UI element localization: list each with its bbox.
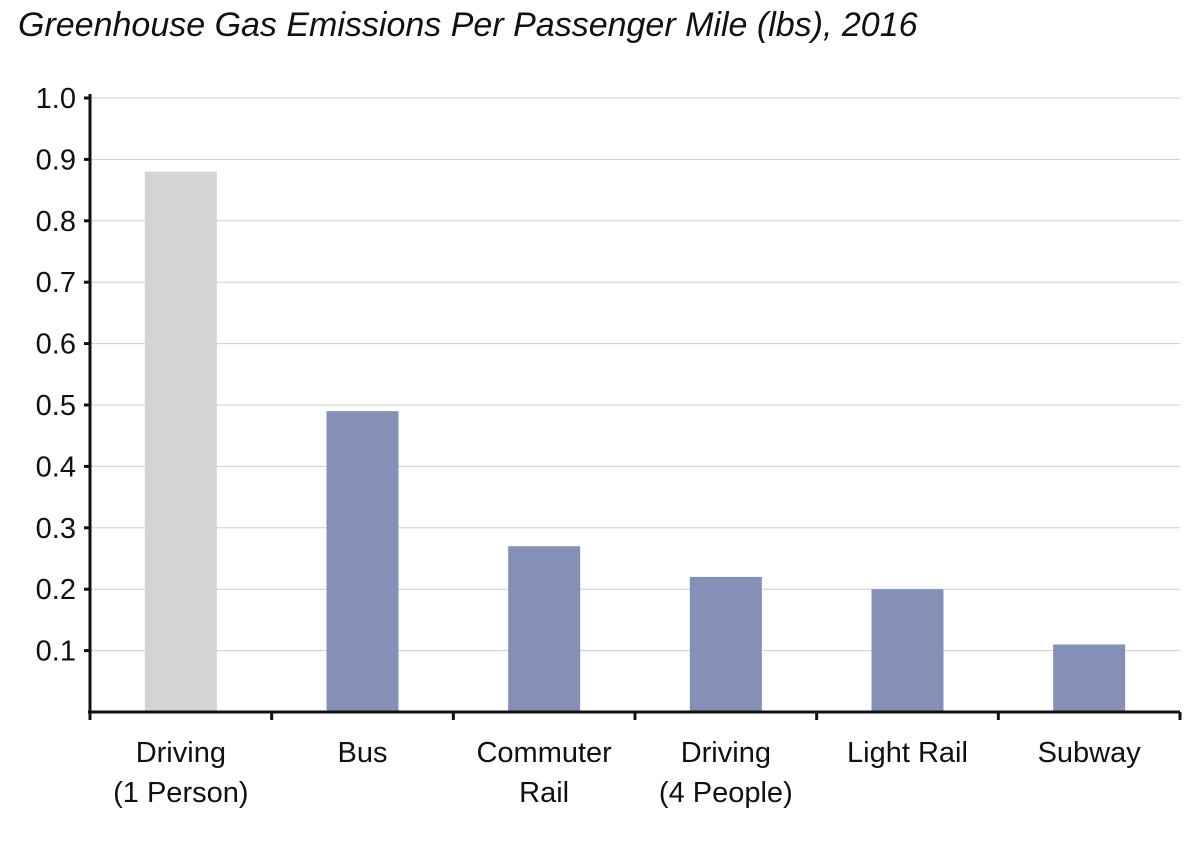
x-category-label-line: Rail xyxy=(519,777,569,809)
chart-title: Greenhouse Gas Emissions Per Passenger M… xyxy=(18,6,918,44)
x-category-label-line: Commuter xyxy=(476,737,612,769)
bars xyxy=(144,171,1126,712)
x-category-label: Commuter Rail xyxy=(476,737,612,809)
x-category-label: Driving (1 Person) xyxy=(113,737,248,809)
axes xyxy=(84,94,1182,720)
y-tick-label: 0.6 xyxy=(36,329,76,361)
x-category-label-line: Subway xyxy=(1038,737,1142,769)
y-tick-label: 0.1 xyxy=(36,636,76,668)
y-tick-label: 0.4 xyxy=(36,451,76,483)
bar xyxy=(144,171,217,712)
x-category-label: Subway xyxy=(1038,737,1142,769)
y-tick-label: 0.3 xyxy=(36,513,76,545)
x-category-label: Driving (4 People) xyxy=(659,737,793,809)
x-category-label-line: (4 People) xyxy=(659,777,793,809)
y-tick-label: 0.5 xyxy=(36,390,76,422)
bar xyxy=(508,546,581,712)
gridlines xyxy=(90,97,1180,652)
x-category-label-line: Bus xyxy=(338,737,388,769)
x-category-label-line: Light Rail xyxy=(847,737,968,769)
x-category-label: Bus xyxy=(338,737,388,769)
y-tick-label: 0.7 xyxy=(36,267,76,299)
y-tick-label: 0.2 xyxy=(36,574,76,606)
x-category-label-line: Driving xyxy=(681,737,771,769)
x-category-label-line: Driving xyxy=(136,737,226,769)
bar xyxy=(689,576,762,712)
labels: 0.1 0.2 0.3 0.4 0.5 0.6 0.7 0.8 0.9 1.0 Driving (1 … xyxy=(36,83,1142,809)
x-category-label-line: (1 Person) xyxy=(113,777,248,809)
x-category-label: Light Rail xyxy=(847,737,968,769)
bar xyxy=(1053,644,1126,712)
y-tick-label: 0.9 xyxy=(36,144,76,176)
bar xyxy=(871,589,944,712)
y-tick-label: 1.0 xyxy=(36,83,76,115)
bar xyxy=(326,411,399,712)
y-tick-label: 0.8 xyxy=(36,206,76,238)
